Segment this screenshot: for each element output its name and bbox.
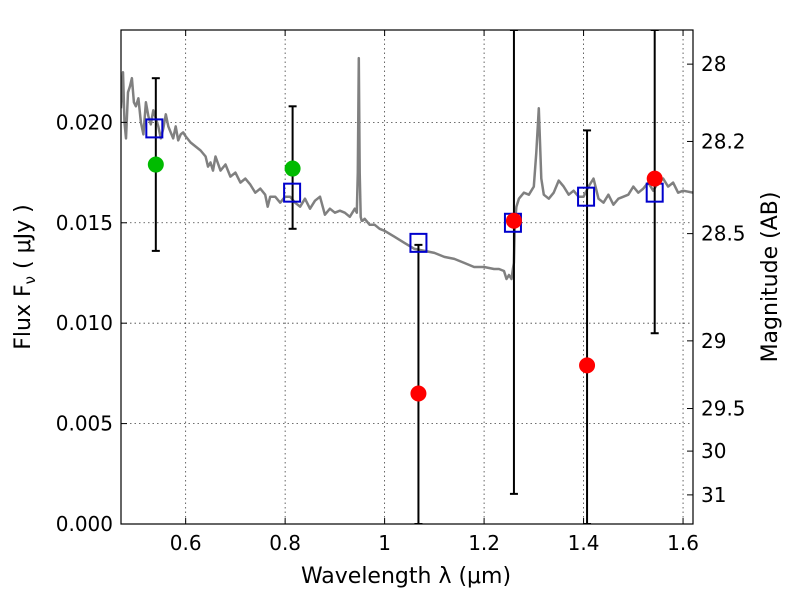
axis-ticks: 0.6 0.8 1 1.2 1.4 1.6 0.000 0.005 0.010 0.015 0.02… (56, 30, 746, 555)
right-tick-label: 28.5 (701, 222, 746, 246)
y-tick-label: 0.010 (56, 311, 113, 335)
y-tick-label: 0.005 (56, 412, 113, 436)
red-data-point (579, 357, 596, 374)
x-tick-label: 1.6 (667, 531, 699, 555)
y-axis-label: Flux Fν ( μJy ) (11, 204, 39, 349)
model-photometry-points (145, 118, 664, 253)
y-axis-label-subscript: ν (21, 276, 39, 284)
x-tick-label: 1 (378, 531, 391, 555)
right-tick-label: 28.2 (701, 129, 746, 153)
model-band-square (145, 118, 164, 139)
red-data-point (505, 212, 522, 229)
green-data-point (147, 156, 164, 173)
right-tick-label: 31 (701, 483, 726, 507)
red-data-point (410, 385, 427, 402)
x-axis-label: Wavelength λ (μm) (301, 564, 511, 589)
plot-frame (120, 29, 694, 525)
red-data-point (646, 170, 663, 187)
y-axis-label-prefix: Flux F (11, 284, 36, 349)
x-tick-label: 1.4 (568, 531, 600, 555)
y-tick-label: 0.000 (56, 512, 113, 536)
model-band-square (409, 232, 428, 253)
measured-points (147, 156, 663, 402)
x-tick-label: 0.8 (269, 531, 301, 555)
spectrum-line (121, 56, 693, 281)
grid (121, 30, 693, 525)
error-bars (151, 30, 659, 524)
y-tick-label: 0.015 (56, 211, 113, 235)
model-band-square (577, 186, 596, 207)
y-tick-label: 0.020 (56, 110, 113, 134)
model-spectrum (121, 56, 693, 281)
y-axis-label-suffix: ( μJy ) (11, 204, 36, 276)
x-tick-label: 0.6 (170, 531, 202, 555)
right-tick-label: 29 (701, 329, 726, 353)
right-tick-label: 28 (701, 52, 726, 76)
green-data-point (284, 160, 301, 177)
model-band-square (283, 182, 302, 203)
x-tick-label: 1.2 (468, 531, 500, 555)
right-axis-label: Magnitude (AB) (758, 192, 783, 363)
right-tick-label: 29.5 (701, 397, 746, 421)
right-tick-label: 30 (701, 439, 726, 463)
